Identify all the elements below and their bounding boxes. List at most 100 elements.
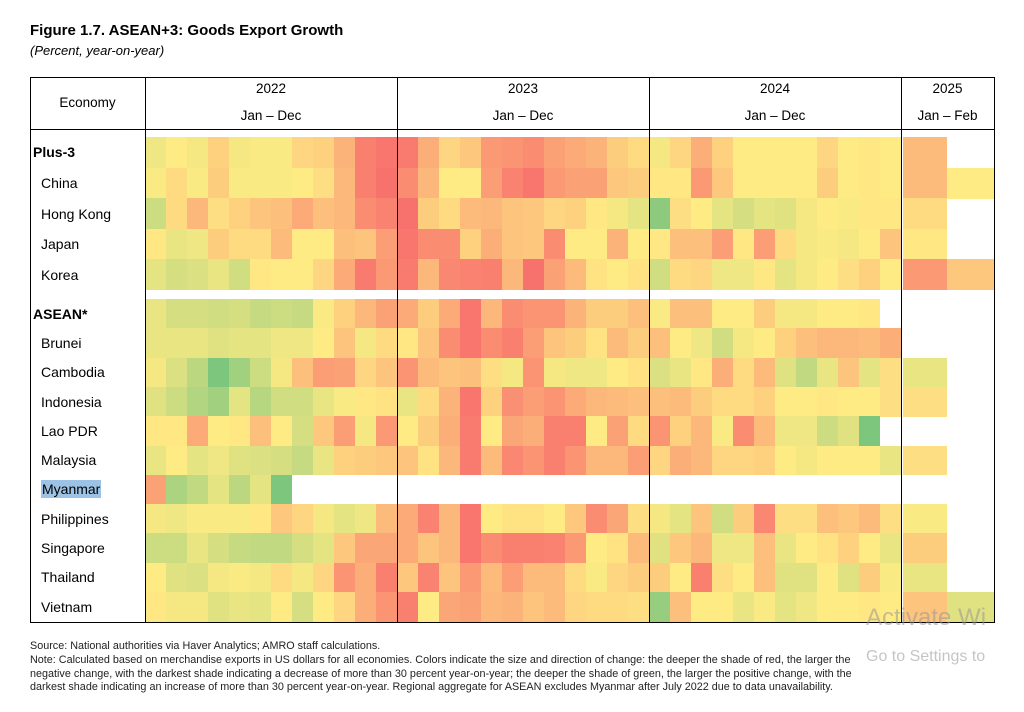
heatmap-cell	[313, 198, 334, 230]
heatmap-cell	[775, 445, 796, 476]
row-label: ASEAN*	[33, 305, 88, 322]
heatmap-cell	[355, 504, 376, 534]
heatmap-cell	[859, 137, 880, 169]
row-label: Singapore	[41, 540, 105, 557]
heatmap-cell	[544, 299, 565, 329]
heatmap-cell	[586, 299, 607, 329]
heatmap-cell	[146, 474, 166, 505]
heatmap-cell	[460, 259, 481, 291]
heatmap-cell	[903, 445, 947, 476]
heatmap-cell	[250, 416, 271, 446]
heatmap-cell	[187, 328, 208, 359]
heatmap-cell	[146, 533, 166, 564]
heatmap-cell	[859, 228, 880, 260]
heatmap-cell	[817, 386, 838, 417]
heatmap-cell	[712, 445, 733, 476]
heatmap-cell	[418, 533, 439, 564]
heatmap-cell	[460, 445, 481, 476]
heatmap-cell	[439, 533, 460, 564]
heatmap-cell	[775, 328, 796, 359]
heatmap-cell	[670, 504, 691, 534]
heatmap-cell	[334, 198, 355, 230]
heatmap-cell	[607, 328, 628, 359]
heatmap-cell	[650, 445, 670, 476]
heatmap-cell	[650, 167, 670, 199]
heatmap-cell	[439, 562, 460, 593]
heatmap-cell	[376, 137, 397, 169]
heatmap-cell	[859, 198, 880, 230]
heatmap-cell	[544, 592, 565, 622]
heatmap-cell	[439, 357, 460, 388]
heatmap-cell	[334, 386, 355, 417]
heatmap-cell	[733, 259, 754, 291]
heatmap-cell	[502, 299, 523, 329]
heatmap-cell	[691, 592, 712, 622]
heatmap-cell	[355, 357, 376, 388]
heatmap-cell	[146, 137, 166, 169]
heatmap-cell	[146, 228, 166, 260]
heatmap-cell	[376, 357, 397, 388]
heatmap-cell	[502, 328, 523, 359]
activate-windows-settings-watermark: Go to Settings to	[866, 648, 986, 665]
heatmap-cell	[838, 357, 859, 388]
heatmap-cell	[187, 533, 208, 564]
heatmap-cell	[502, 137, 523, 169]
heatmap-cell	[460, 299, 481, 329]
heatmap-cell	[628, 504, 649, 534]
heatmap-cell	[903, 533, 947, 564]
heatmap-cell	[565, 533, 586, 564]
heatmap-cell	[187, 416, 208, 446]
heatmap-cell	[565, 259, 586, 291]
heatmap-cell	[250, 504, 271, 534]
heatmap-cell	[229, 137, 250, 169]
heatmap-cell	[712, 328, 733, 359]
heatmap-cell	[146, 167, 166, 199]
heatmap-cell	[481, 533, 502, 564]
heatmap-cell	[271, 299, 292, 329]
figure-subtitle: (Percent, year-on-year)	[30, 43, 165, 58]
heatmap-cell	[334, 328, 355, 359]
heatmap-cell	[229, 416, 250, 446]
heatmap-cell	[586, 167, 607, 199]
heatmap-cell	[166, 504, 187, 534]
heatmap-cell	[460, 137, 481, 169]
heatmap-cell	[166, 259, 187, 291]
heatmap-cell	[903, 228, 947, 260]
heatmap-cell	[712, 198, 733, 230]
heatmap-cell	[292, 445, 313, 476]
heatmap-cell	[334, 299, 355, 329]
heatmap-cell	[398, 328, 418, 359]
heatmap-cell	[146, 416, 166, 446]
heatmap-cell	[838, 445, 859, 476]
heatmap-cell	[796, 137, 817, 169]
heatmap-cell	[817, 328, 838, 359]
heatmap-cell	[586, 259, 607, 291]
heatmap-cell	[586, 592, 607, 622]
heatmap-cell	[733, 167, 754, 199]
heatmap-cell	[398, 592, 418, 622]
heatmap-cell	[481, 416, 502, 446]
heatmap-cell	[418, 167, 439, 199]
heatmap-cell	[481, 167, 502, 199]
heatmap-cell	[796, 328, 817, 359]
heatmap-cell	[208, 198, 229, 230]
heatmap-cell	[838, 592, 859, 622]
heatmap-cell	[313, 592, 334, 622]
heatmap-cell	[691, 357, 712, 388]
heatmap-cell	[903, 259, 947, 291]
heatmap-cell	[250, 299, 271, 329]
heatmap-cell	[313, 167, 334, 199]
heatmap-cell	[229, 386, 250, 417]
heatmap-cell	[775, 533, 796, 564]
heatmap-cell	[355, 445, 376, 476]
heatmap-cell	[292, 592, 313, 622]
heatmap-cell	[586, 533, 607, 564]
economy-header: Economy	[59, 95, 116, 110]
heatmap-cell	[250, 562, 271, 593]
heatmap-cell	[460, 167, 481, 199]
heatmap-cell	[166, 137, 187, 169]
heatmap-cell	[880, 228, 901, 260]
heatmap-cell	[208, 504, 229, 534]
heatmap-cell	[607, 137, 628, 169]
heatmap-cell	[733, 504, 754, 534]
